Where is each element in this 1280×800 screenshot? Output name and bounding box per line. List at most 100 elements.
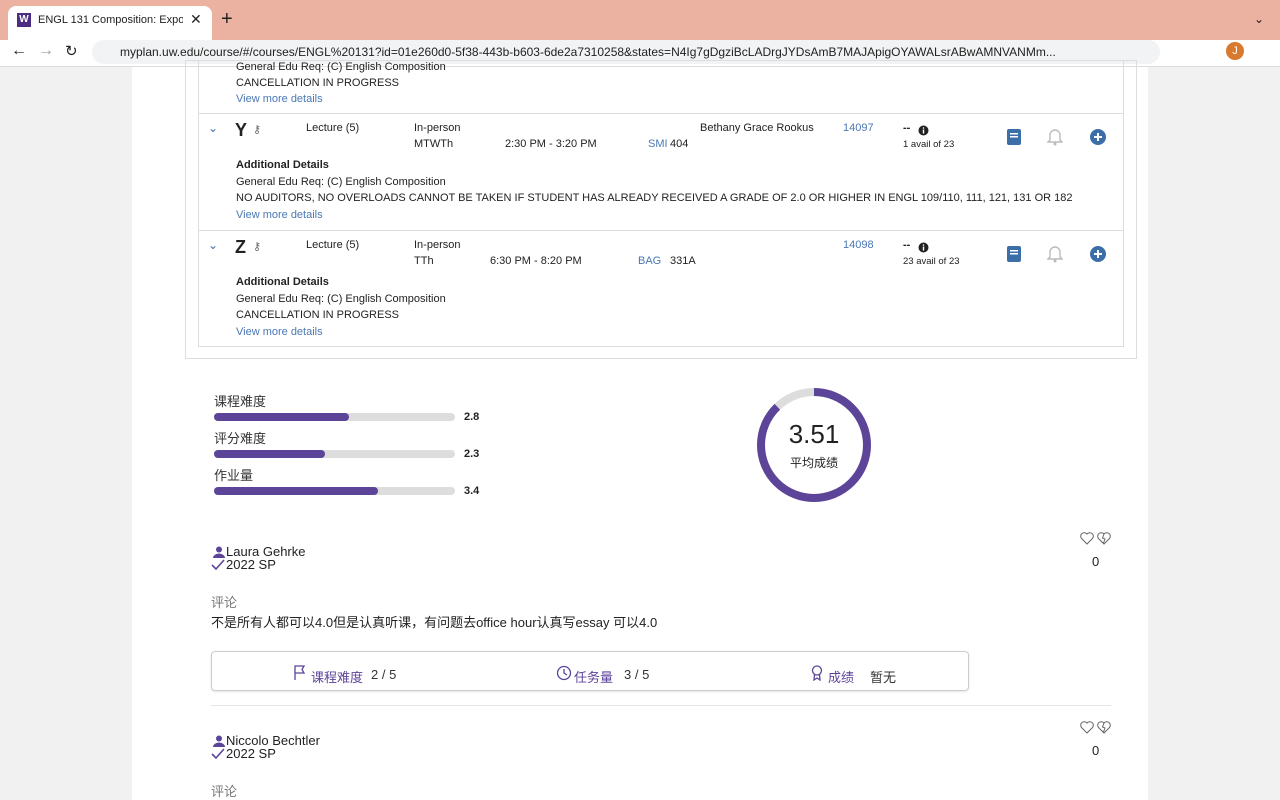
term-icon — [211, 558, 225, 576]
review-divider — [211, 705, 1111, 706]
tab-close[interactable]: ✕ — [190, 11, 202, 27]
sln[interactable]: 14097 — [843, 122, 874, 134]
tab[interactable] — [8, 6, 212, 40]
comment: 不是所有人都可以4.0但是认真听课，有问题去office hour认真写essa… — [211, 615, 658, 630]
detail-line: General Edu Req: (C) English Composition — [236, 293, 446, 305]
availability: 1 avail of 23 — [903, 139, 955, 150]
rating-bar — [214, 487, 378, 495]
nav-forward[interactable]: → — [38, 42, 54, 59]
section-letter: Z — [235, 237, 246, 257]
metric-value: 2 / 5 — [371, 667, 397, 682]
profile[interactable]: J — [1226, 42, 1244, 60]
section-days: TTh — [414, 255, 434, 267]
section-table — [198, 60, 1124, 347]
availability: 23 avail of 23 — [903, 256, 960, 267]
view-more[interactable]: View more details — [236, 326, 323, 338]
like-buttons[interactable] — [1080, 720, 1112, 739]
metric-icon — [810, 665, 824, 686]
row-divider — [198, 230, 1124, 231]
metric-icon — [293, 665, 307, 686]
reviewer-name: Niccolo Bechtler — [226, 733, 320, 748]
rating-track — [214, 487, 455, 495]
building[interactable]: SMI — [648, 138, 668, 150]
view-more[interactable]: View more details — [236, 209, 323, 221]
details-title: Additional Details — [236, 159, 329, 171]
user-icon — [213, 734, 225, 752]
textbook[interactable] — [1006, 245, 1022, 268]
detail-line: General Edu Req: (C) English Composition — [236, 61, 446, 73]
review-term: 2022 SP — [226, 557, 276, 572]
term-icon — [211, 747, 225, 765]
expand-toggle[interactable]: ⌄ — [208, 238, 219, 252]
section-type: Lecture (5) — [306, 239, 360, 251]
seats: -- — [903, 239, 911, 251]
gpa-ring: 3.51 平均成绩 — [757, 388, 871, 502]
sln[interactable]: 14098 — [843, 239, 874, 251]
key-icon: ⚷ — [253, 124, 262, 136]
add-section[interactable] — [1089, 128, 1107, 151]
rating-value: 2.3 — [464, 448, 480, 460]
ring-value — [757, 388, 871, 502]
like-count: 0 — [1092, 554, 1100, 569]
user-icon — [213, 545, 225, 563]
expand-toggle[interactable]: ⌄ — [208, 121, 219, 135]
room: 331A — [670, 255, 696, 267]
rating-label: 评分难度 — [214, 431, 267, 446]
like-count: 0 — [1092, 743, 1100, 758]
url[interactable]: myplan.uw.edu/course/#/courses/ENGL%2013… — [120, 45, 1056, 59]
rating-track — [214, 450, 455, 458]
row-divider — [198, 113, 1124, 114]
gpa-value: 3.51 — [789, 419, 840, 449]
section-type: Lecture (5) — [306, 122, 360, 134]
like-buttons[interactable] — [1080, 531, 1112, 550]
tab-title: ENGL 131 Composition: Exposi — [38, 14, 183, 26]
reviewer-name: Laura Gehrke — [226, 544, 306, 559]
section-time: 6:30 PM - 8:20 PM — [490, 255, 582, 267]
chrome-cover — [0, 0, 1, 1]
rating-label: 课程难度 — [214, 394, 267, 409]
notify[interactable] — [1046, 128, 1064, 151]
rating-track — [214, 413, 455, 421]
nav-back[interactable]: ← — [11, 42, 27, 59]
textbook[interactable] — [1006, 128, 1022, 151]
tab-strip — [0, 0, 1280, 40]
rating-label: 作业量 — [214, 468, 254, 483]
section-mode: In-person — [414, 122, 461, 134]
detail-line: CANCELLATION IN PROGRESS — [236, 309, 399, 321]
comment-label: 评论 — [211, 784, 238, 799]
rating-bar — [214, 413, 349, 421]
detail-line: NO AUDITORS, NO OVERLOADS CANNOT BE TAKE… — [236, 192, 1073, 204]
info-icon[interactable] — [918, 123, 929, 141]
instructor: Bethany Grace Rookus — [700, 122, 814, 134]
gpa-label: 平均成绩 — [790, 456, 838, 470]
new-tab[interactable]: + — [221, 8, 233, 30]
metric-label: 成绩 — [828, 670, 855, 685]
metric-icon — [556, 665, 572, 686]
details-title: Additional Details — [236, 276, 329, 288]
notify[interactable] — [1046, 245, 1064, 268]
content — [132, 67, 1148, 800]
tab-menu[interactable]: ⌄ — [1254, 12, 1265, 26]
metric-label: 任务量 — [574, 670, 614, 685]
reload[interactable]: ↻ — [65, 43, 78, 60]
detail-line: CANCELLATION IN PROGRESS — [236, 77, 399, 89]
rating-value: 2.8 — [464, 411, 480, 423]
favicon: W — [17, 13, 31, 27]
room: 404 — [670, 138, 689, 150]
metric-value: 暂无 — [870, 670, 897, 685]
building[interactable]: BAG — [638, 255, 662, 267]
view-more[interactable]: View more details — [236, 93, 323, 105]
metric-value: 3 / 5 — [624, 667, 650, 682]
add-section[interactable] — [1089, 245, 1107, 268]
key-icon: ⚷ — [253, 241, 262, 253]
metrics-box — [211, 651, 969, 691]
review-term: 2022 SP — [226, 746, 276, 761]
rating-bar — [214, 450, 325, 458]
detail-line: General Edu Req: (C) English Composition — [236, 176, 446, 188]
comment-label: 评论 — [211, 595, 238, 610]
section-mode: In-person — [414, 239, 461, 251]
section-letter: Y — [235, 120, 248, 140]
section-time: 2:30 PM - 3:20 PM — [505, 138, 597, 150]
info-icon[interactable] — [918, 240, 929, 258]
